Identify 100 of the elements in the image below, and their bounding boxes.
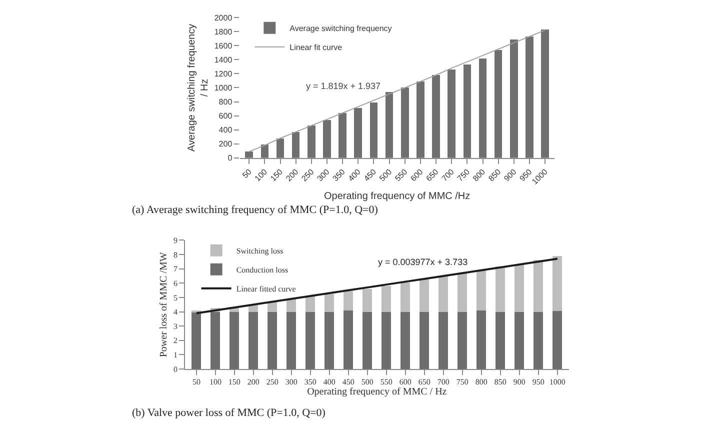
bar bbox=[382, 286, 392, 312]
legend-label: Switching loss bbox=[236, 246, 284, 256]
y-tick-label: 800 bbox=[218, 98, 233, 107]
bar bbox=[416, 81, 424, 158]
x-tick-label: 400 bbox=[323, 378, 336, 387]
bar bbox=[362, 288, 372, 312]
y-tick-label: 6 bbox=[173, 278, 178, 288]
x-tick-label: 150 bbox=[268, 167, 285, 184]
bar bbox=[210, 312, 220, 370]
x-tick-label: 750 bbox=[456, 167, 472, 184]
bar bbox=[400, 312, 410, 370]
y-tick-label: 3 bbox=[173, 322, 178, 331]
y-tick-label: 200 bbox=[218, 140, 233, 149]
y-tick-label: 1800 bbox=[214, 27, 233, 36]
bar bbox=[510, 39, 518, 158]
legend-label: Average switching frequency bbox=[290, 24, 392, 33]
text: (a) Average switching frequency of MMC (P=1.0, Q=0) bbox=[132, 204, 378, 216]
x-tick-label: 550 bbox=[393, 167, 410, 184]
x-tick-label: 900 bbox=[502, 167, 519, 184]
bar bbox=[370, 102, 378, 158]
bar bbox=[344, 310, 354, 370]
x-tick-label: 650 bbox=[424, 167, 441, 184]
y-tick-label: 1 bbox=[173, 350, 178, 360]
bar bbox=[400, 282, 410, 312]
x-tick-label: 850 bbox=[486, 167, 503, 184]
bar bbox=[494, 50, 502, 158]
x-tick-label: 250 bbox=[266, 378, 278, 387]
bar bbox=[552, 256, 562, 312]
bar bbox=[420, 280, 430, 312]
x-tick-label: 450 bbox=[362, 167, 378, 184]
x-tick-label: 550 bbox=[380, 378, 392, 387]
x-tick-label: 300 bbox=[315, 167, 332, 184]
bar bbox=[420, 312, 430, 370]
bar bbox=[323, 120, 331, 158]
bar bbox=[268, 312, 278, 370]
x-tick-label: 250 bbox=[300, 167, 316, 184]
y-tick-label: 1200 bbox=[214, 70, 233, 79]
bar bbox=[306, 296, 316, 312]
x-tick-label: 50 bbox=[192, 378, 200, 387]
annotation: y = 1.819x + 1.937 bbox=[306, 81, 381, 91]
x-tick-label: 300 bbox=[285, 378, 298, 387]
legend-label: Linear fitted curve bbox=[236, 284, 296, 294]
annotation: y = 0.003977x + 3.733 bbox=[378, 257, 468, 267]
bar bbox=[463, 64, 472, 158]
y-tick-label: 9 bbox=[173, 236, 178, 245]
bar bbox=[448, 70, 456, 158]
bar bbox=[458, 312, 468, 370]
bar bbox=[432, 75, 440, 158]
x-tick-label: 600 bbox=[408, 167, 426, 184]
x-tick-label: 200 bbox=[247, 378, 260, 387]
x-tick-label: 950 bbox=[532, 378, 544, 387]
bar bbox=[292, 132, 300, 158]
x-tick-label: 500 bbox=[361, 378, 374, 387]
bar bbox=[496, 266, 506, 312]
bar bbox=[514, 264, 524, 312]
legend-label: Linear fit curve bbox=[290, 42, 343, 52]
bar bbox=[192, 312, 202, 370]
x-tick-label: 100 bbox=[253, 167, 270, 184]
bar bbox=[400, 88, 409, 158]
bar bbox=[385, 92, 394, 158]
bar bbox=[308, 126, 316, 158]
y-tick-label: 2000 bbox=[214, 13, 233, 22]
x-tick-label: 100 bbox=[209, 378, 222, 387]
bar bbox=[286, 298, 296, 312]
x-tick-label: 50 bbox=[240, 167, 254, 180]
y-tick-label: 0 bbox=[173, 364, 178, 374]
y-axis-title: Power loss of MMC /MW bbox=[158, 252, 170, 358]
x-tick-label: 650 bbox=[418, 378, 430, 387]
y-tick-label: 1600 bbox=[214, 41, 233, 50]
y-tick-label: 400 bbox=[218, 126, 233, 135]
bar bbox=[476, 310, 486, 370]
bar bbox=[286, 312, 296, 370]
bar bbox=[534, 260, 544, 312]
x-tick-label: 450 bbox=[342, 378, 354, 387]
bar bbox=[458, 273, 468, 312]
line-series bbox=[195, 258, 558, 314]
y-tick-label: 8 bbox=[173, 250, 178, 260]
bar bbox=[496, 312, 506, 370]
x-tick-label: 1000 bbox=[549, 378, 566, 387]
x-tick-label: 600 bbox=[399, 378, 412, 387]
bar bbox=[245, 152, 253, 158]
bar bbox=[476, 270, 486, 310]
bar bbox=[230, 312, 240, 370]
x-tick-label: 500 bbox=[378, 167, 394, 184]
x-tick-label: 800 bbox=[471, 167, 488, 184]
bar bbox=[534, 312, 544, 370]
legend-label: Conduction loss bbox=[236, 266, 288, 275]
y-tick-label: 1000 bbox=[214, 84, 233, 93]
x-tick-label: 200 bbox=[284, 167, 300, 184]
x-tick-label: 850 bbox=[494, 378, 506, 387]
bar bbox=[344, 291, 354, 310]
y-tick-label: 0 bbox=[228, 154, 233, 163]
x-tick-label: 700 bbox=[440, 167, 456, 184]
y-tick-label: 600 bbox=[218, 112, 233, 121]
bar bbox=[514, 312, 524, 370]
y-tick-label: 4 bbox=[173, 308, 178, 317]
bar bbox=[354, 108, 362, 158]
bar bbox=[306, 312, 316, 370]
y-tick-label: 7 bbox=[173, 264, 178, 274]
x-tick-label: 150 bbox=[228, 378, 240, 387]
